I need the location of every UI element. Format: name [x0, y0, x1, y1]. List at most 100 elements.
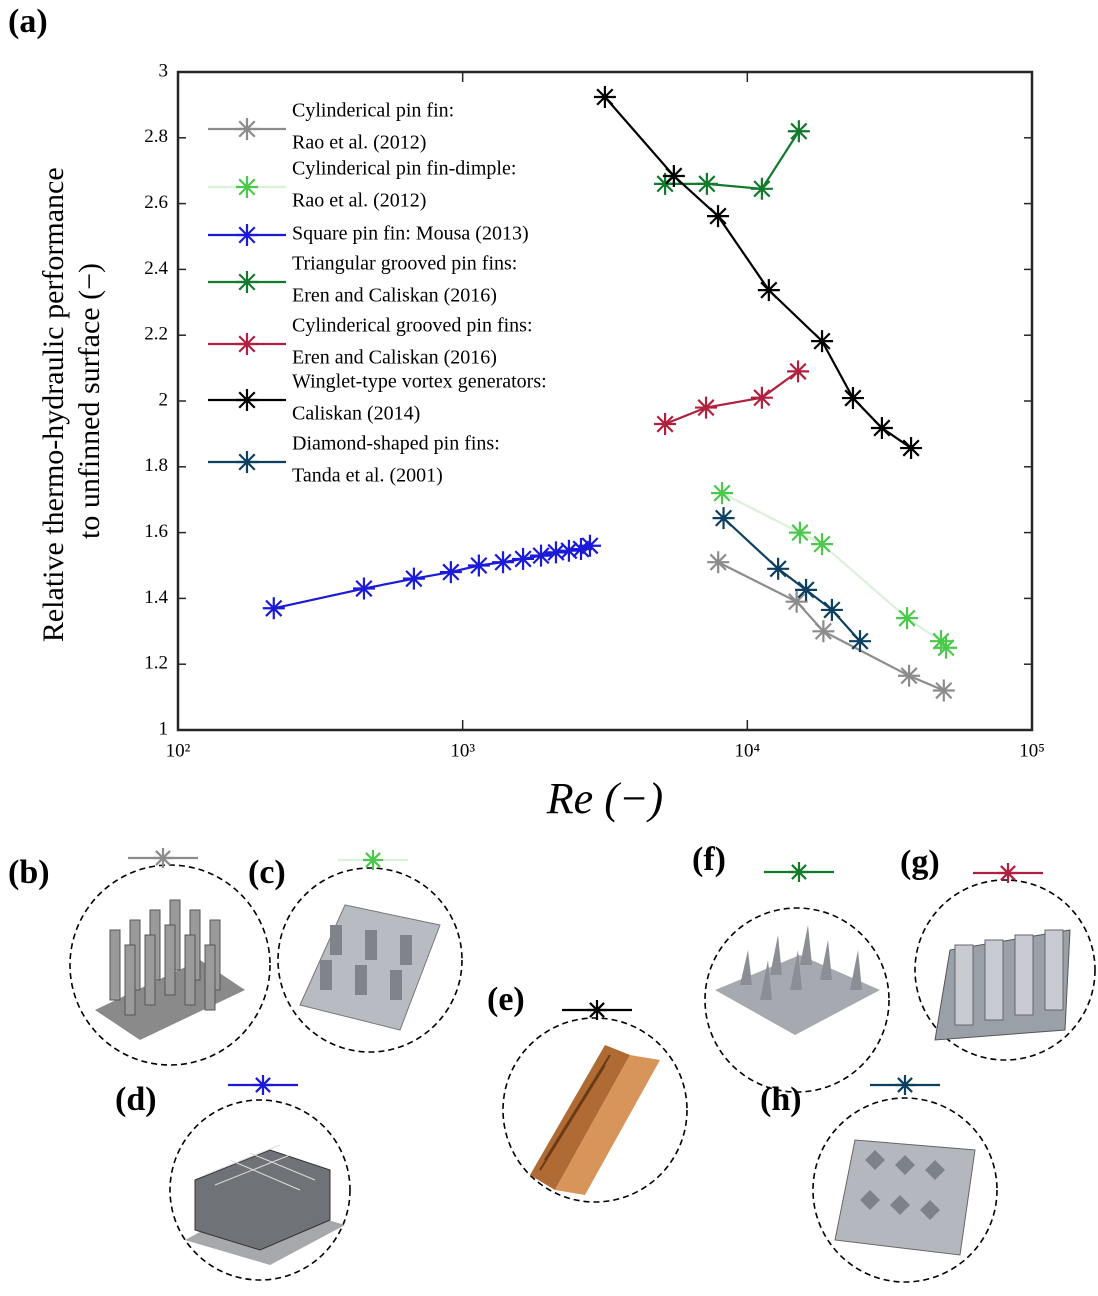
legend-entry: Square pin fin: Mousa (2013): [208, 223, 529, 246]
point-marker: [663, 165, 685, 187]
legend-label: Square pin fin: Mousa (2013): [292, 223, 529, 245]
point-marker: [821, 599, 843, 621]
panel-key-marker: [363, 850, 383, 870]
point-marker: [898, 665, 920, 687]
legend-label: Cylinderical pin fin-dimple:: [292, 158, 516, 180]
panel-label: (c): [248, 854, 286, 891]
panel-label: (e): [487, 981, 525, 1018]
panel-label: (g): [900, 844, 940, 881]
render-b: [95, 900, 245, 1040]
series-line: [665, 371, 798, 424]
point-marker: [403, 568, 425, 590]
y-axis-label-line: Relative thermo-hydraulic performance: [37, 167, 70, 642]
legend-entry: Cylinderical pin fin: Rao et al. (2012): [208, 100, 454, 154]
point-marker: [788, 120, 810, 142]
x-axis-label: Re (−): [546, 774, 663, 823]
legend-label: Rao et al. (2012): [292, 190, 426, 212]
panel-key-marker: [253, 1075, 273, 1095]
legend-marker: [236, 176, 258, 198]
point-marker: [558, 540, 580, 562]
y-tick-label: 2.6: [144, 192, 168, 213]
legend-label: Cylinderical pin fin:: [292, 100, 454, 122]
point-marker: [654, 413, 676, 435]
legend-label: Triangular grooved pin fins:: [292, 253, 517, 275]
render-f: [715, 925, 880, 1035]
legend-entry: Triangular grooved pin fins: Eren and Cal…: [208, 253, 517, 307]
legend-entry: Cylinderical grooved pin fins:Eren and C…: [208, 315, 533, 369]
render-g: [935, 930, 1070, 1040]
point-marker: [787, 360, 809, 382]
panel-label: (a): [8, 3, 48, 40]
y-tick-label: 2: [159, 389, 169, 410]
point-marker: [842, 387, 864, 409]
y-tick-label: 1.4: [144, 587, 168, 608]
point-marker: [811, 330, 833, 352]
y-tick-label: 1.6: [144, 521, 168, 542]
point-marker: [751, 178, 773, 200]
point-marker: [935, 637, 957, 659]
point-marker: [849, 630, 871, 652]
panel-key-marker: [895, 1075, 915, 1095]
legend-marker: [236, 451, 258, 473]
legend-entry: Cylinderical pin fin-dimple: Rao et al. (…: [208, 158, 516, 212]
legend-marker: [236, 118, 258, 140]
panel-key-marker: [789, 862, 809, 882]
figure: (a) Relative thermo-hydraulic performanc…: [0, 0, 1098, 1296]
point-marker: [786, 591, 808, 613]
point-marker: [530, 545, 552, 567]
series-line: [724, 518, 860, 641]
x-tick-label: 10³: [450, 740, 475, 761]
legend-marker: [236, 389, 258, 411]
point-marker: [594, 86, 616, 108]
point-marker: [263, 597, 285, 619]
y-tick-label: 1.8: [144, 455, 168, 476]
panel-label: (d): [115, 1081, 157, 1118]
render-d: [185, 1145, 345, 1265]
legend-entry: Winglet-type vortex generators:Caliskan …: [208, 371, 547, 425]
point-marker: [795, 579, 817, 601]
y-axis-label: Relative thermo-hydraulic performance to…: [37, 160, 106, 642]
y-tick-label: 3: [159, 60, 169, 81]
point-marker: [896, 607, 918, 629]
series-line: [665, 131, 799, 189]
point-marker: [933, 680, 955, 702]
render-h: [835, 1140, 975, 1255]
panel-key-marker: [998, 863, 1018, 883]
legend-label: Winglet-type vortex generators:: [292, 371, 547, 393]
point-marker: [707, 551, 729, 573]
point-marker: [440, 561, 462, 583]
legend-label: Eren and Caliskan (2016): [292, 285, 497, 307]
legend-label: Cylinderical grooved pin fins:: [292, 315, 533, 337]
legend-marker: [236, 271, 258, 293]
render-c: [300, 905, 440, 1030]
panel-label: (f): [692, 841, 726, 878]
y-tick-label: 2.2: [144, 324, 168, 345]
point-marker: [468, 555, 490, 577]
point-marker: [695, 397, 717, 419]
y-tick-label: 2.4: [144, 258, 168, 279]
point-marker: [512, 548, 534, 570]
legend-marker: [236, 224, 258, 246]
point-marker: [711, 482, 733, 504]
point-marker: [811, 533, 833, 555]
point-marker: [707, 205, 729, 227]
x-tick-label: 10⁵: [1019, 740, 1045, 761]
legend-label: Rao et al. (2012): [292, 132, 426, 154]
panel-key-marker: [587, 1000, 607, 1020]
point-marker: [713, 507, 735, 529]
x-tick-label: 10²: [166, 740, 191, 761]
panel-label: (b): [8, 854, 50, 891]
y-axis-label-line: to unfinned surface (−): [73, 263, 106, 539]
point-marker: [696, 173, 718, 195]
legend-label: Diamond-shaped pin fins:: [292, 433, 500, 455]
point-marker: [767, 558, 789, 580]
point-marker: [789, 522, 811, 544]
legend-label: Tanda et al. (2001): [292, 465, 443, 487]
illustrations: [70, 865, 1095, 1282]
y-tick-label: 1: [159, 718, 169, 739]
legend-marker: [236, 333, 258, 355]
point-marker: [492, 551, 514, 573]
point-marker: [751, 387, 773, 409]
x-tick-label: 10⁴: [735, 740, 761, 761]
legend-entry: Diamond-shaped pin fins: Tanda et al. (20…: [208, 433, 500, 487]
